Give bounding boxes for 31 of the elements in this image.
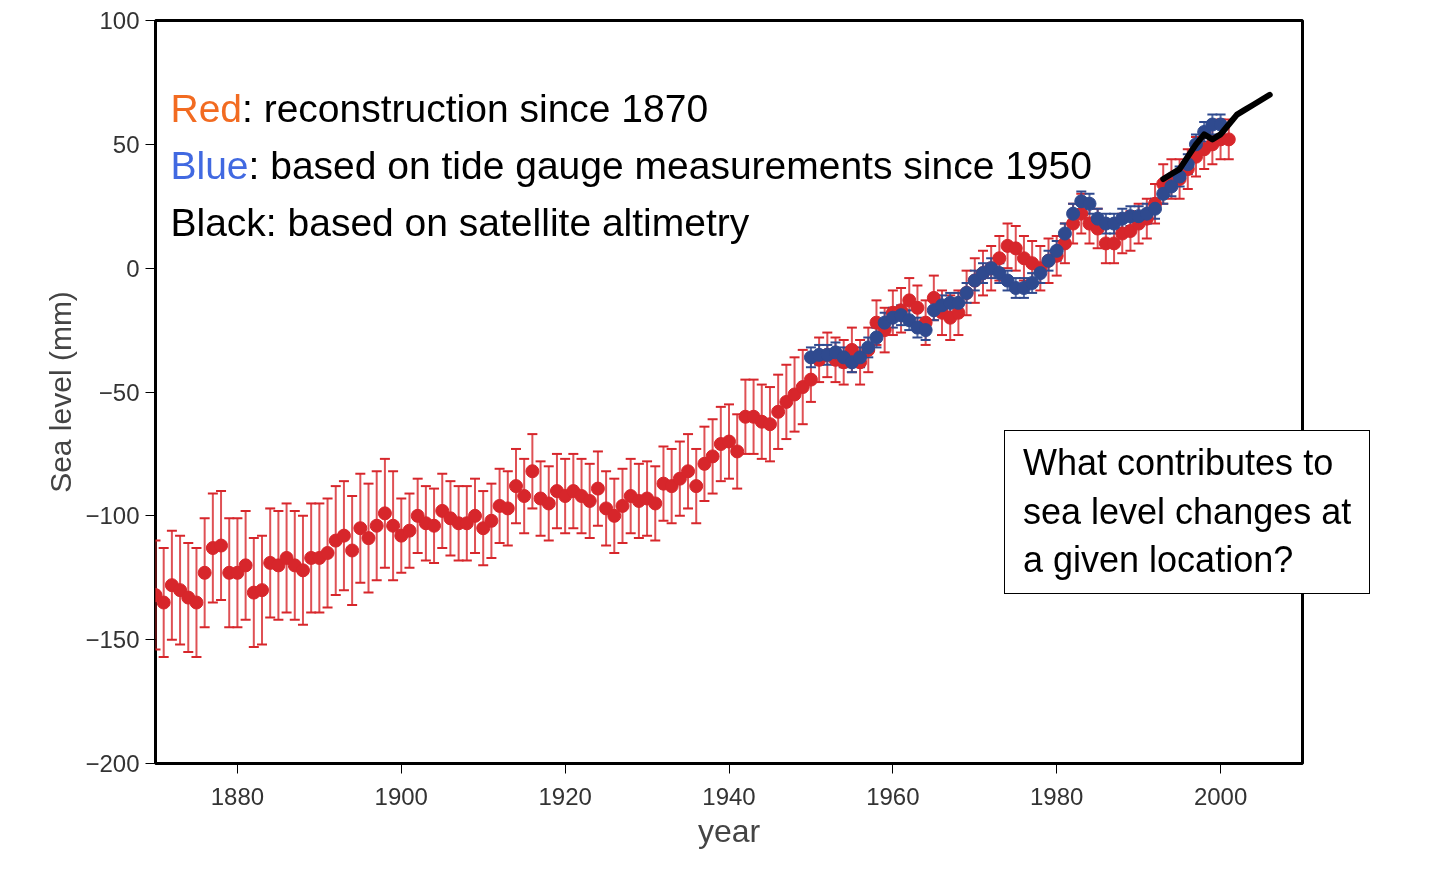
point: [1033, 266, 1048, 281]
point: [1082, 196, 1097, 211]
x-tick-label: 1920: [538, 782, 592, 810]
annotation: Blue: based on tide gauge measurements since 1950: [170, 144, 1092, 187]
y-tick-label: 0: [126, 254, 140, 282]
x-tick-label: 1900: [374, 782, 428, 810]
point: [1066, 206, 1081, 221]
point: [1000, 273, 1015, 288]
annotation: Black: based on satellite altimetry: [170, 201, 750, 244]
annotation: Red: reconstruction since 1870: [170, 87, 709, 130]
y-tick-label: −50: [98, 378, 140, 406]
y-tick-label: 100: [99, 7, 140, 34]
y-tick-label: −100: [85, 502, 140, 530]
point: [1148, 201, 1163, 216]
point: [1025, 276, 1040, 291]
y-axis-title: Sea level (mm): [44, 291, 78, 493]
point: [1049, 243, 1064, 258]
y-tick-label: −150: [85, 626, 140, 654]
x-tick-label: 1940: [702, 782, 756, 810]
point: [1057, 226, 1072, 241]
x-tick-label: 1980: [1030, 782, 1084, 810]
y-tick-label: −200: [85, 750, 140, 777]
point: [853, 350, 868, 365]
y-tick-label: 50: [112, 130, 140, 158]
x-tick-label: 1880: [210, 782, 265, 810]
annotation: What contributes to sea level changes at a given location?: [1023, 441, 1352, 583]
x-tick-label: 1960: [866, 782, 920, 810]
x-axis-title: year: [697, 812, 761, 849]
point: [869, 330, 884, 345]
point: [1164, 179, 1179, 194]
x-tick-label: 2000: [1193, 782, 1248, 810]
